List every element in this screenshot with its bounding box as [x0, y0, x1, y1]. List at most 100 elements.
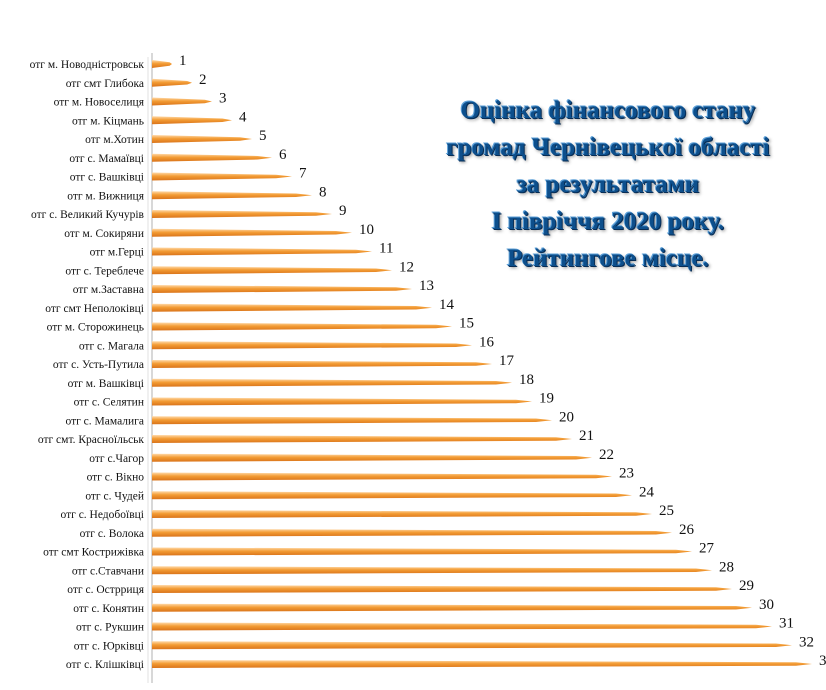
bar	[152, 603, 752, 612]
value-label: 27	[699, 541, 715, 557]
category-label: отг с. Рукшин	[76, 622, 144, 634]
value-label: 33	[819, 653, 826, 669]
value-label: 1	[179, 53, 187, 69]
value-label: 24	[639, 484, 655, 500]
category-label: отг с. Селятин	[74, 397, 144, 409]
bar	[152, 360, 492, 368]
bar	[152, 622, 772, 631]
bar	[152, 247, 372, 256]
value-label: 11	[379, 241, 393, 257]
category-label: отг смт Кострижівка	[43, 547, 144, 559]
category-label: отг с.Чагор	[89, 453, 144, 465]
category-label: отг с. Вікно	[87, 472, 145, 484]
value-label: 20	[559, 409, 574, 425]
value-label: 8	[319, 184, 327, 200]
category-label: отг с. Усть-Путила	[53, 359, 144, 371]
category-labels: отг м. Новодністровськ отг смт Глибока отг…	[30, 59, 145, 671]
bar	[152, 135, 252, 143]
value-label: 25	[659, 503, 674, 519]
category-label: отг м.Заставна	[73, 284, 144, 296]
bar	[152, 116, 232, 125]
value-label: 3	[219, 91, 227, 107]
bar	[152, 341, 472, 350]
category-label: отг с. Великий Кучурів	[31, 209, 145, 221]
value-label: 16	[479, 334, 495, 350]
category-label: отг с. Юрківці	[74, 640, 144, 652]
bar	[152, 510, 652, 518]
value-labels: 1234567891011121314151617181920212223242…	[179, 53, 826, 669]
value-label: 10	[359, 222, 374, 238]
value-label: 32	[799, 634, 814, 650]
category-label: отг м. Кіцмань	[72, 115, 144, 127]
category-label: отг с. Конятин	[73, 603, 144, 615]
category-label: отг м.Хотин	[85, 134, 144, 146]
bar	[152, 172, 292, 181]
category-label: отг смт Глибока	[66, 78, 144, 90]
category-label: отг смт Неполоківці	[45, 303, 144, 315]
category-label: отг с. Мамалига	[65, 415, 144, 427]
bar	[152, 528, 672, 537]
chart-bars	[152, 60, 812, 668]
bar	[152, 378, 512, 387]
bar	[152, 266, 392, 275]
bar	[152, 453, 592, 462]
category-label: отг смт. Красноїльськ	[38, 434, 145, 446]
bar	[152, 416, 552, 425]
chart-axis	[147, 53, 153, 683]
value-label: 6	[279, 147, 287, 163]
bar	[152, 547, 692, 556]
bar	[152, 210, 332, 218]
chart-title: Оцінка фінансового стану громад Чернівец…	[368, 92, 826, 277]
bar	[152, 491, 632, 500]
chart-title-line: Оцінка фінансового стану	[460, 97, 756, 124]
value-label: 29	[739, 578, 754, 594]
bar	[152, 153, 272, 162]
value-label: 21	[579, 428, 594, 444]
bar	[152, 397, 532, 406]
chart-title-line: за результатами	[516, 171, 700, 198]
bar	[152, 78, 192, 87]
value-label: 31	[779, 616, 794, 632]
value-label: 19	[539, 391, 554, 407]
category-label: отг м. Новоселиця	[54, 97, 145, 109]
value-label: 18	[519, 372, 534, 388]
bar	[152, 566, 712, 575]
chart-title-line: І півріччя 2020 року.	[491, 208, 725, 235]
value-label: 5	[259, 128, 267, 144]
bar	[152, 641, 792, 650]
category-label: отг м. Вашківці	[68, 378, 144, 390]
bar	[152, 191, 312, 200]
category-label: отг с. Недобоївці	[60, 509, 144, 521]
value-label: 28	[719, 559, 734, 575]
category-label: отг м.Герці	[90, 247, 144, 259]
bar	[152, 60, 172, 68]
bar	[152, 228, 352, 237]
bar	[152, 660, 812, 668]
category-label: отг м. Новодністровськ	[30, 59, 145, 71]
bar	[152, 303, 432, 312]
value-label: 17	[499, 353, 515, 369]
category-label: отг с. Волока	[80, 528, 144, 540]
value-label: 7	[299, 166, 307, 182]
chart-title-line: Рейтингове місце.	[507, 245, 709, 272]
bar	[152, 322, 452, 331]
category-label: отг с. Клішківці	[66, 659, 144, 671]
value-label: 23	[619, 466, 634, 482]
value-label: 12	[399, 259, 414, 275]
category-label: отг с. Острриця	[67, 584, 144, 596]
category-label: отг м. Вижниця	[67, 190, 144, 202]
category-label: отг м. Сторожинець	[47, 322, 144, 334]
bar	[152, 285, 412, 293]
chart-title-line: громад Чернівецької області	[446, 134, 770, 161]
bar	[152, 97, 212, 106]
bar	[152, 585, 732, 593]
bar	[152, 472, 612, 481]
category-label: отг с. Вашківці	[70, 172, 144, 184]
category-label: отг с. Чудей	[85, 490, 144, 502]
category-label: отг с. Магала	[79, 340, 144, 352]
value-label: 14	[439, 297, 455, 313]
category-label: отг с. Тереблече	[65, 265, 144, 277]
value-label: 4	[239, 109, 247, 125]
category-label: отг с.Ставчани	[72, 565, 144, 577]
